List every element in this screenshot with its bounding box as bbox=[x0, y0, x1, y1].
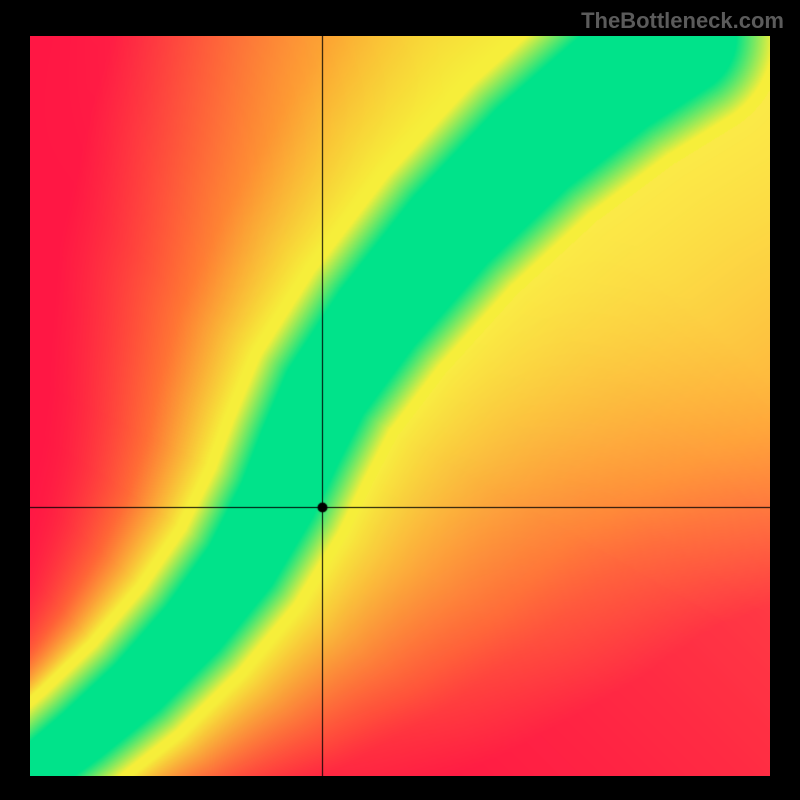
heatmap-plot bbox=[30, 36, 770, 776]
heatmap-canvas bbox=[30, 36, 770, 776]
watermark-text: TheBottleneck.com bbox=[581, 8, 784, 34]
chart-container: { "watermark": { "text": "TheBottleneck.… bbox=[0, 0, 800, 800]
